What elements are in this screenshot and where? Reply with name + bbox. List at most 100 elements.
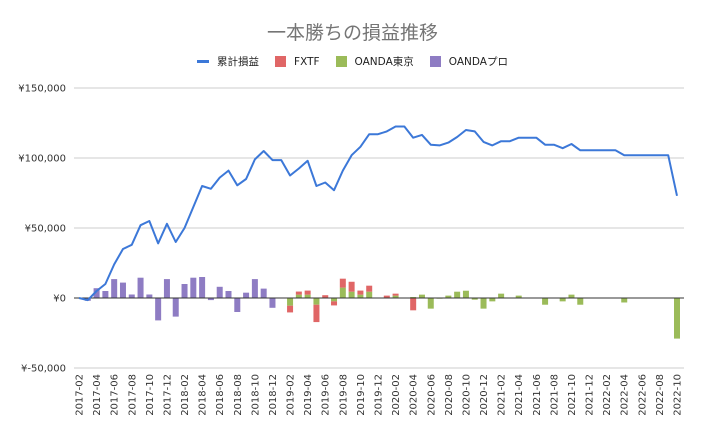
bar-OANDA東京-2021-09 [559,298,566,302]
bar-OANDA東京-2019-03 [295,294,302,298]
x-tick-label: 2020-02 [391,374,402,416]
bar-OANDAプロ-2017-11 [155,298,162,321]
x-tick-label: 2021-08 [549,374,560,416]
x-tick-label: 2017-08 [127,374,138,416]
x-tick-label: 2019-12 [374,374,385,416]
bar-FXTF-2020-04 [410,298,417,311]
bar-OANDAプロ-2017-10 [146,294,153,298]
bar-OANDA東京-2021-11 [577,298,584,305]
bar-OANDAプロ-2018-07 [225,291,232,298]
bar-OANDAプロ-2018-05 [207,298,214,301]
x-tick-label: 2019-06 [321,374,332,416]
bar-OANDAプロ-2017-12 [163,279,170,298]
line-cumulative [78,125,678,302]
bar-FXTF-2019-03 [295,291,302,295]
x-tick-label: 2018-12 [268,374,279,416]
x-tick-label: 2022-04 [620,374,631,416]
bar-OANDA東京-2019-09 [348,291,355,298]
bar-FXTF-2019-10 [357,290,364,295]
legend-label: FXTF [294,55,320,68]
y-tick-label: ¥-50,000 [21,364,66,375]
x-tick-label: 2018-04 [198,374,209,416]
bar-OANDA東京-2020-02 [392,295,399,298]
x-tick-label: 2021-12 [585,374,596,416]
legend-label: OANDA東京 [354,56,414,68]
bar-OANDAプロ-2018-10 [251,279,258,298]
bar-OANDAプロ-2018-02 [181,284,188,298]
bar-OANDAプロ-2018-06 [216,286,223,298]
x-tick-label: 2019-02 [286,374,297,416]
bar-OANDAプロ-2017-04 [93,288,100,298]
bar-OANDA東京-2019-08 [339,287,346,298]
bar-OANDA東京-2021-07 [542,298,549,305]
legend-swatch [335,56,347,67]
y-tick-label: ¥150,000 [18,84,66,95]
x-tick-label: 2018-06 [215,374,226,416]
x-tick-label: 2019-04 [303,374,314,416]
bar-OANDA東京-2020-06 [427,298,434,309]
bar-FXTF-2020-02 [392,293,399,296]
x-tick-label: 2020-12 [479,374,490,416]
legend-item-cumulative: 累計損益 [197,54,259,69]
bar-OANDAプロ-2018-01 [172,298,179,317]
x-tick-label: 2017-10 [145,374,156,416]
x-tick-label: 2022-08 [655,374,666,416]
x-tick-label: 2018-02 [180,374,191,416]
x-tick-label: 2017-02 [75,374,86,416]
x-tick-label: 2022-02 [602,374,613,416]
bar-FXTF-2019-02 [287,305,294,313]
bar-OANDA東京-2021-04 [515,295,522,298]
x-tick-label: 2020-06 [426,374,437,416]
y-tick-label: ¥0 [53,294,66,305]
bar-FXTF-2019-05 [313,304,320,323]
bar-OANDA東京-2019-05 [313,298,320,305]
bar-OANDA東京-2021-02 [498,293,505,298]
bar-OANDAプロ-2017-05 [102,291,109,298]
bar-FXTF-2019-09 [348,281,355,292]
bar-FXTF-2019-11 [366,285,373,292]
bar-OANDA東京-2021-01 [489,298,496,302]
x-tick-label: 2018-08 [233,374,244,416]
x-tick-label: 2022-06 [637,374,648,416]
bar-OANDAプロ-2017-06 [111,279,118,298]
x-tick-label: 2022-10 [673,374,684,416]
bar-OANDAプロ-2018-03 [190,277,197,298]
x-tick-label: 2017-04 [92,374,103,416]
legend-swatch [429,56,441,67]
bar-OANDA東京-2020-09 [454,291,461,298]
x-tick-label: 2018-10 [250,374,261,416]
x-tick-label: 2021-02 [497,374,508,416]
bar-OANDA東京-2019-07 [331,298,338,302]
x-tick-label: 2021-10 [567,374,578,416]
legend-swatch [275,56,287,67]
bar-OANDA東京-2022-10 [674,298,680,339]
bar-OANDA東京-2020-11 [471,298,478,300]
y-tick-label: ¥100,000 [18,154,66,165]
bar-OANDA東京-2020-10 [462,290,469,298]
legend-label: OANDAプロ [448,56,508,68]
bar-FXTF-2019-07 [331,301,338,306]
x-tick-label: 2021-04 [514,374,525,416]
x-tick-label: 2020-08 [444,374,455,416]
legend-item-fxtf: FXTF [275,54,320,69]
bar-OANDA東京-2019-10 [357,294,364,298]
bar-OANDAプロ-2018-08 [234,298,241,312]
bar-OANDA東京-2019-04 [304,294,311,298]
bar-OANDA東京-2021-10 [568,294,575,298]
bar-OANDAプロ-2018-04 [199,277,206,298]
x-tick-label: 2019-10 [356,374,367,416]
legend-label: 累計損益 [217,56,260,68]
y-tick-label: ¥50,000 [25,224,66,235]
legend-item-oanda-tokyo: OANDA東京 [335,54,414,69]
x-tick-label: 2020-10 [461,374,472,416]
x-tick-label: 2020-04 [409,374,420,416]
bar-OANDA東京-2020-08 [445,295,452,298]
bar-OANDA東京-2019-02 [287,298,294,306]
x-tick-label: 2017-12 [162,374,173,416]
bar-OANDAプロ-2017-07 [119,282,126,298]
x-tick-label: 2019-08 [338,374,349,416]
bar-OANDA東京-2020-05 [418,294,425,298]
x-tick-label: 2021-06 [532,374,543,416]
legend: 累計損益 FXTF OANDA東京 OANDAプロ [0,54,705,69]
